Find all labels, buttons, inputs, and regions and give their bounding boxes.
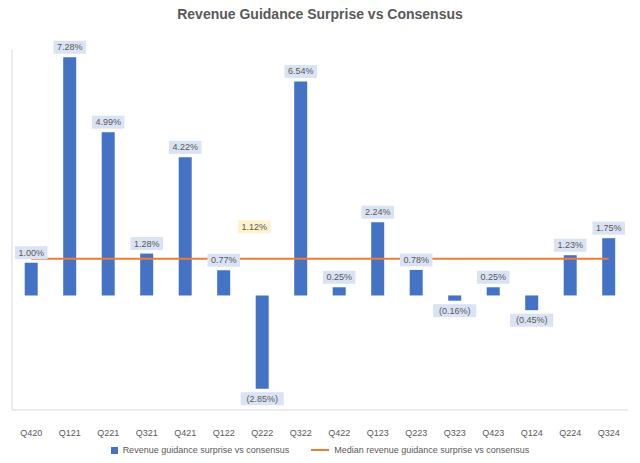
svg-text:Q121: Q121 [59,428,81,438]
svg-text:1.12%: 1.12% [241,222,267,232]
svg-text:(0.16%): (0.16%) [439,306,471,316]
svg-text:0.77%: 0.77% [211,255,237,265]
svg-text:1.28%: 1.28% [134,239,160,249]
svg-text:Q124: Q124 [521,428,543,438]
svg-text:Q221: Q221 [97,428,119,438]
svg-text:Q222: Q222 [251,428,273,438]
html-text:Revenue Guidance Surprise vs C: Revenue Guidance Surprise vs Consensus [177,6,463,22]
svg-text:(2.85%): (2.85%) [246,394,278,404]
svg-text:Q321: Q321 [136,428,158,438]
svg-text:Q324: Q324 [598,428,620,438]
svg-text:Q423: Q423 [482,428,504,438]
svg-text:(0.45%): (0.45%) [516,315,548,325]
svg-text:Q122: Q122 [213,428,235,438]
svg-text:Q323: Q323 [444,428,466,438]
svg-text:Q420: Q420 [20,428,42,438]
svg-text:0.25%: 0.25% [480,272,506,282]
svg-text:Q123: Q123 [367,428,389,438]
svg-text:1.75%: 1.75% [596,223,622,233]
svg-text:Q223: Q223 [405,428,427,438]
svg-text:Q224: Q224 [559,428,581,438]
svg-text:0.25%: 0.25% [326,272,352,282]
svg-text:2.24%: 2.24% [365,207,391,217]
svg-text:Q421: Q421 [174,428,196,438]
svg-text:4.99%: 4.99% [95,117,121,127]
html-text:Revenue guidance surprise vs c: Revenue guidance surprise vs consensus [122,445,290,455]
svg-text:6.54%: 6.54% [288,66,314,76]
html-text:Median revenue guidance surpri: Median revenue guidance surprise vs cons… [334,445,530,455]
svg-text:1.23%: 1.23% [557,240,583,250]
svg-text:4.22%: 4.22% [172,142,198,152]
svg-text:Q322: Q322 [290,428,312,438]
svg-text:1.00%: 1.00% [18,248,44,258]
svg-text:0.78%: 0.78% [403,255,429,265]
svg-text:7.28%: 7.28% [57,42,83,52]
svg-text:Q422: Q422 [328,428,350,438]
